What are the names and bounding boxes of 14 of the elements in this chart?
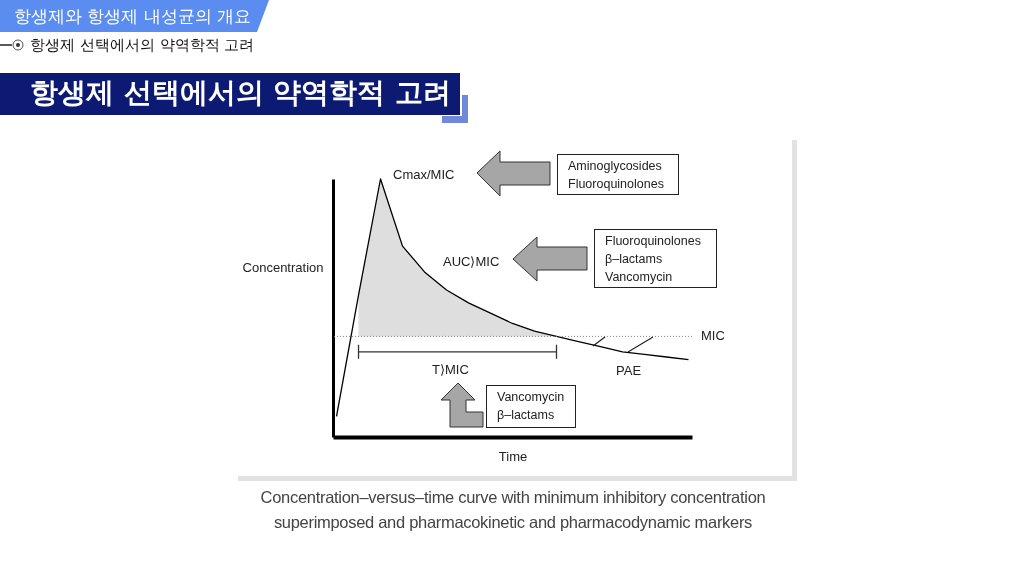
annotation: T⟩MIC	[432, 362, 469, 378]
text: 항생제와 항생제 내성균의 개요	[14, 5, 252, 27]
annotation: PAE	[616, 363, 642, 379]
annotation: Aminoglycosides Fluoroquinolones	[557, 154, 679, 195]
annotation: Fluoroquinolones β–lactams Vancomycin	[594, 229, 717, 288]
chart-title: 항생제 선택에서의 약역학적 고려	[30, 75, 452, 111]
x-axis-title: Time	[498, 448, 528, 464]
text: 항생제 선택에서의 약역학적 고려	[30, 36, 255, 54]
ref-line-label: MIC	[701, 328, 725, 344]
text: Concentration–versus–time curve with minimum inhibitory concentration superimposed and pharmacokinetic and pharmacodynamic markers	[259, 487, 767, 533]
annotation: Vancomycin β–lactams	[486, 385, 576, 428]
annotation: AUC⟩MIC	[443, 254, 500, 270]
y-axis-title: Concentration	[242, 259, 324, 275]
annotation: Cmax/MIC	[393, 167, 455, 183]
